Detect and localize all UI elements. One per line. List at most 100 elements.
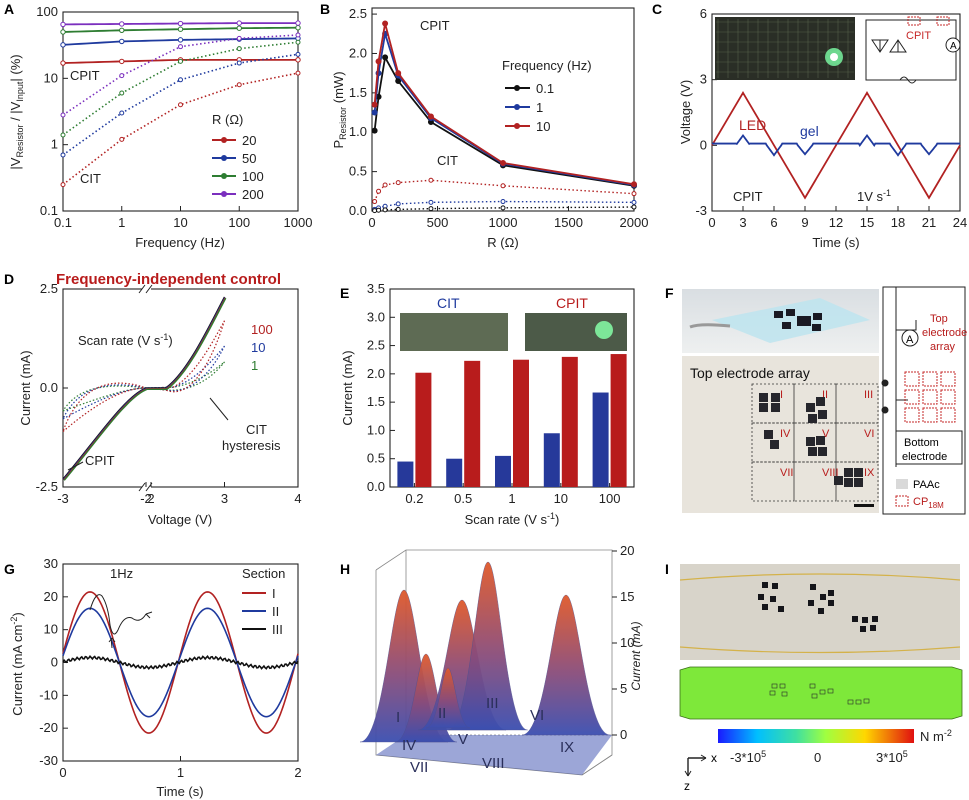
panel-a-point bbox=[119, 58, 125, 65]
panel-f-electrode bbox=[818, 447, 827, 456]
panel-f-section-label: IV bbox=[780, 428, 791, 440]
panel-h-floor bbox=[376, 735, 612, 775]
panel-b-point bbox=[500, 205, 506, 211]
panel-d-ytick-label: -2.5 bbox=[36, 479, 58, 494]
panel-a-point bbox=[295, 39, 301, 45]
panel-b-ytick-label: 1.5 bbox=[349, 85, 367, 100]
panel-c-circuit bbox=[865, 16, 961, 84]
panel-c-ann-cpit: CPIT bbox=[733, 189, 763, 204]
panel-a-ytick-label: 10 bbox=[44, 70, 58, 85]
panel-d-cit-loop bbox=[62, 361, 225, 412]
panel-d-label: D bbox=[4, 271, 14, 287]
panel-e-ylabel: Current (mA) bbox=[340, 350, 355, 425]
panel-c-led bbox=[830, 53, 838, 61]
panel-b-label: B bbox=[320, 1, 330, 17]
panel-a-point bbox=[60, 112, 66, 118]
panel-c-xtick-label: 12 bbox=[829, 215, 843, 230]
panel-c-ytick-label: 6 bbox=[700, 6, 707, 21]
panel-b-point bbox=[631, 204, 637, 210]
panel-a-point bbox=[177, 37, 184, 43]
panel-d-break-marks bbox=[138, 284, 153, 492]
panel-b-point bbox=[376, 207, 382, 213]
panel-c-meter: A bbox=[950, 41, 957, 52]
panel-f-sch-top3: array bbox=[930, 341, 956, 353]
panel-f-section-label: VI bbox=[864, 428, 874, 440]
panel-i-cb-mid: 0 bbox=[814, 750, 821, 765]
panel-d-ann-cit: CIT bbox=[246, 422, 267, 437]
panel-d-xtick-label: -2 bbox=[140, 491, 152, 506]
panel-h-ztick-label: 20 bbox=[620, 543, 634, 558]
panel-h-peak bbox=[425, 667, 471, 729]
panel-f-section-label: II bbox=[822, 389, 828, 401]
panel-f-section-label: I bbox=[780, 389, 783, 401]
panel-f-electrode bbox=[818, 410, 827, 419]
panel-f-sch-cell bbox=[940, 407, 956, 423]
panel-g-label: G bbox=[4, 561, 15, 577]
panel-b-legend-label: 1 bbox=[536, 100, 543, 115]
panel-a-series bbox=[60, 20, 301, 188]
panel-b-legend: 0.1 1 10 bbox=[505, 81, 554, 134]
panel-b: B 0 500 1000 1500 2000 0.0 0.5 1.0 1.5 2.0 2.5 PRe… bbox=[320, 1, 648, 250]
panel-b-point bbox=[395, 70, 402, 77]
panel-b-point bbox=[382, 20, 389, 27]
panel-b-xtick-label: 2000 bbox=[620, 215, 649, 230]
panel-h-section-label: IX bbox=[560, 739, 574, 756]
panel-e-ytick-label: 2.5 bbox=[367, 338, 385, 353]
panel-f-section-label: VII bbox=[780, 467, 793, 479]
panel-a-ylabel: |VResistor / |VInput| (%) bbox=[8, 54, 25, 169]
panel-d-break-top bbox=[142, 284, 151, 294]
panel-b-xtick-label: 1000 bbox=[489, 215, 518, 230]
panel-e-ytick-label: 0.5 bbox=[367, 451, 385, 466]
panel-f-section-label: III bbox=[864, 389, 873, 401]
panel-f-section-label: IX bbox=[864, 467, 875, 479]
panel-e-bar-cit bbox=[495, 455, 511, 487]
panel-a-xtick-label: 100 bbox=[228, 215, 250, 230]
panel-a-point bbox=[236, 46, 242, 52]
panel-f-top-squares bbox=[774, 309, 822, 331]
panel-a-point bbox=[295, 24, 301, 31]
panel-b-point bbox=[395, 180, 401, 186]
panel-d-cpit-line bbox=[63, 297, 227, 481]
panel-g-legend-title: Section bbox=[242, 566, 285, 581]
panel-b-legend-marker bbox=[514, 104, 520, 110]
panel-g-xtick-label: 2 bbox=[294, 765, 301, 780]
panel-c-ytick-label: 3 bbox=[700, 72, 707, 87]
panel-d-ytick-label: 0.0 bbox=[40, 380, 58, 395]
panel-a-point bbox=[295, 51, 301, 57]
panel-i-axis-x: x bbox=[711, 751, 717, 765]
panel-g-ytick-label: -20 bbox=[39, 720, 58, 735]
panel-b-xtick-label: 0 bbox=[368, 215, 375, 230]
panel-a-legend-label: 200 bbox=[242, 187, 264, 202]
panel-a-label: A bbox=[4, 1, 14, 17]
panel-d-series bbox=[62, 296, 227, 481]
panel-f-ann-array: Top electrode array bbox=[690, 365, 810, 381]
panel-a-point bbox=[60, 29, 66, 35]
panel-h-section-label: VII bbox=[410, 759, 428, 776]
panel-f-film bbox=[712, 298, 870, 343]
panel-e-xtick-label: 0.2 bbox=[405, 491, 423, 506]
panel-c-ylabel: Voltage (V) bbox=[678, 80, 693, 144]
panel-i-colorbar bbox=[718, 729, 914, 743]
panel-b-point bbox=[382, 182, 388, 188]
panel-e-xtick-label: 0.5 bbox=[454, 491, 472, 506]
panel-a-line-cit-50 bbox=[62, 53, 299, 156]
panel-c-ytick-label: 0 bbox=[700, 137, 707, 152]
panel-h-ztick-label: 15 bbox=[620, 589, 634, 604]
panel-b-point bbox=[395, 201, 401, 207]
panel-f-sch-cell bbox=[904, 371, 920, 387]
panel-b-point bbox=[428, 206, 434, 212]
panel-e-bar-cit bbox=[446, 458, 463, 487]
panel-f-sch-cell bbox=[922, 407, 938, 423]
panel-f-electrode bbox=[759, 403, 768, 412]
panel-d-xtick-label: 2 bbox=[147, 491, 154, 506]
panel-g-ylabel: Current (mA cm-2) bbox=[9, 612, 25, 715]
panel-g-xlabel: Time (s) bbox=[156, 784, 203, 799]
panel-e-ytick-label: 2.0 bbox=[367, 366, 385, 381]
panel-e-ann-cit: CIT bbox=[437, 295, 460, 311]
panel-a-point bbox=[60, 132, 66, 138]
panel-f-electrode bbox=[806, 403, 815, 412]
panel-c-ytick-label: -3 bbox=[695, 203, 707, 218]
panel-h-section-label: III bbox=[486, 695, 499, 712]
